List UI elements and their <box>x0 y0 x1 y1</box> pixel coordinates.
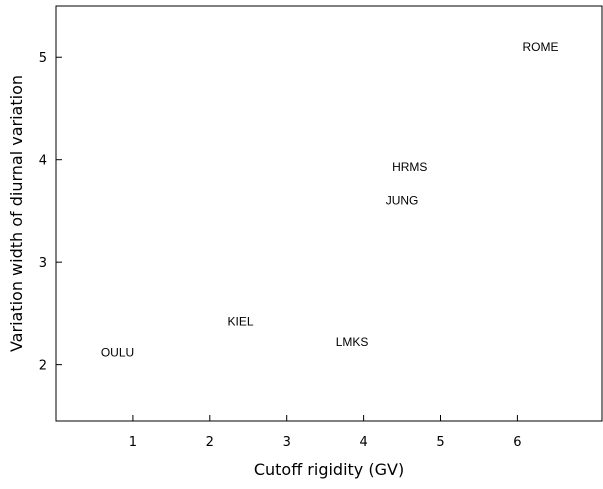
point-label-rome: ROME <box>522 40 558 54</box>
y-tick-label: 3 <box>39 256 47 271</box>
x-tick-label: 2 <box>206 435 214 450</box>
point-label-hrms: HRMS <box>392 160 427 174</box>
x-tick-label: 6 <box>513 435 521 450</box>
x-axis-ticks: 1 2 3 4 5 6 <box>129 415 522 450</box>
x-tick-label: 4 <box>359 435 367 450</box>
x-axis-title: Cutoff rigidity (GV) <box>254 460 404 479</box>
point-label-lmks: LMKS <box>336 335 369 349</box>
plot-frame <box>55 5 603 422</box>
x-tick-label: 5 <box>436 435 444 450</box>
y-tick-label: 2 <box>39 359 47 374</box>
data-points: OULU KIEL LMKS JUNG HRMS ROME <box>101 40 559 359</box>
point-label-oulu: OULU <box>101 345 134 359</box>
y-tick-label: 5 <box>39 51 47 66</box>
y-axis-title: Variation width of diurnal variation <box>7 75 26 352</box>
y-tick-label: 4 <box>39 154 47 169</box>
x-tick-label: 3 <box>283 435 291 450</box>
axes <box>55 5 603 422</box>
point-label-jung: JUNG <box>386 194 419 208</box>
point-label-kiel: KIEL <box>228 315 254 329</box>
y-axis-ticks: 2 3 4 5 <box>39 51 62 374</box>
x-tick-label: 1 <box>129 435 137 450</box>
